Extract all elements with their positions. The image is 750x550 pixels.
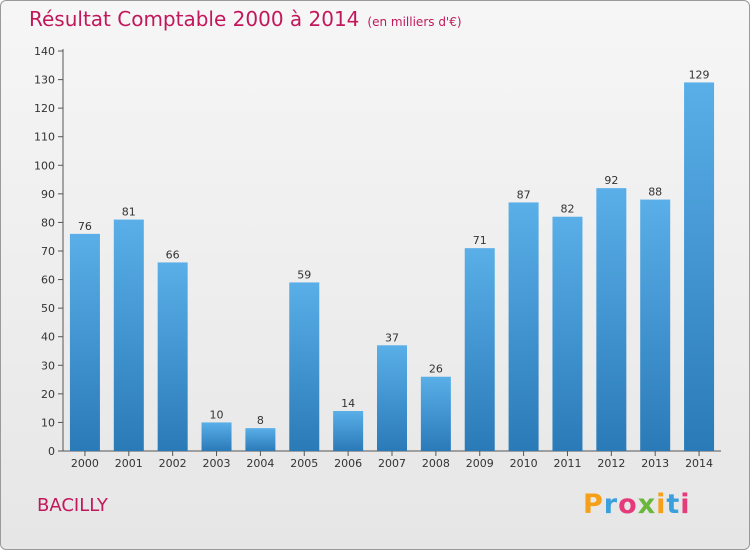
bar-2008 — [420, 376, 451, 451]
bar-2003 — [201, 422, 232, 451]
value-label-2012: 92 — [604, 174, 618, 187]
x-tick-label-2004: 2004 — [246, 457, 274, 470]
y-axis: 0 10 20 30 40 50 60 70 80 90 100 110 120 130 140 — [34, 45, 721, 458]
bar-2000 — [69, 233, 100, 451]
bars — [69, 82, 715, 451]
x-tick-label-2011: 2011 — [553, 457, 581, 470]
y-tick-label: 10 — [41, 416, 55, 429]
bar-2006 — [333, 411, 364, 451]
x-tick-label-2009: 2009 — [466, 457, 494, 470]
y-tick-label: 30 — [41, 359, 55, 372]
y-tick-label: 140 — [34, 45, 55, 58]
bar-2002 — [157, 262, 188, 451]
x-tick-label-2007: 2007 — [378, 457, 406, 470]
x-tick-label-2012: 2012 — [597, 457, 625, 470]
logo-letter: t — [666, 489, 681, 520]
bar-2010 — [508, 202, 539, 451]
x-tick-label-2001: 2001 — [115, 457, 143, 470]
bar-2011 — [552, 216, 583, 451]
x-tick-label-2010: 2010 — [510, 457, 538, 470]
value-label-2011: 82 — [560, 203, 574, 216]
bar-2004 — [245, 428, 276, 451]
x-tick-label-2000: 2000 — [71, 457, 99, 470]
bar-2012 — [596, 188, 627, 451]
commune-name: BACILLY — [37, 495, 108, 516]
x-tick-label-2006: 2006 — [334, 457, 362, 470]
logo-letter: i — [656, 489, 667, 520]
proxiti-logo: Proxiti — [583, 489, 691, 520]
bar-2009 — [464, 248, 495, 451]
logo-letter: o — [618, 489, 638, 520]
y-tick-label: 100 — [34, 159, 55, 172]
chart-title: Résultat Comptable 2000 à 2014 (en millie… — [29, 7, 462, 31]
y-tick-label: 40 — [41, 331, 55, 344]
value-label-2003: 10 — [210, 408, 224, 421]
logo-letter: P — [583, 489, 604, 520]
y-tick-label: 20 — [41, 388, 55, 401]
x-tick-label-2014: 2014 — [685, 457, 713, 470]
bar-2007 — [377, 345, 407, 451]
logo-letter: r — [603, 489, 619, 520]
y-tick-label: 90 — [41, 188, 55, 201]
chart-unit: (en milliers d'€) — [367, 15, 462, 29]
value-label-2014: 129 — [689, 68, 710, 81]
labels: 2000 76 2001 81 2002 66 2003 10 2004 8 2005 59 2006 1… — [71, 68, 713, 470]
value-label-2001: 81 — [122, 206, 136, 219]
value-label-2009: 71 — [473, 234, 487, 247]
value-label-2004: 8 — [257, 414, 264, 427]
bar-2005 — [289, 282, 320, 451]
bar-2013 — [640, 199, 671, 451]
logo-letter: i — [680, 489, 691, 520]
value-label-2013: 88 — [648, 186, 662, 199]
y-tick-label: 130 — [34, 74, 55, 87]
value-label-2010: 87 — [517, 188, 531, 201]
x-tick-label-2008: 2008 — [422, 457, 450, 470]
y-tick-label: 50 — [41, 302, 55, 315]
x-tick-label-2013: 2013 — [641, 457, 669, 470]
bar-2014 — [684, 82, 715, 451]
y-tick-label: 70 — [41, 245, 55, 258]
value-label-2007: 37 — [385, 331, 399, 344]
logo-letter: x — [637, 489, 657, 520]
value-label-2000: 76 — [78, 220, 92, 233]
x-tick-label-2002: 2002 — [159, 457, 187, 470]
value-label-2002: 66 — [166, 248, 180, 261]
y-tick-label: 0 — [48, 445, 55, 458]
y-tick-label: 110 — [34, 131, 55, 144]
x-tick-label-2003: 2003 — [203, 457, 231, 470]
y-tick-label: 80 — [41, 216, 55, 229]
value-label-2008: 26 — [429, 363, 443, 376]
bar-2001 — [113, 219, 144, 451]
y-tick-label: 60 — [41, 274, 55, 287]
y-tick-label: 120 — [34, 102, 55, 115]
value-label-2006: 14 — [341, 397, 355, 410]
value-label-2005: 59 — [297, 268, 311, 281]
chart-title-text: Résultat Comptable 2000 à 2014 — [29, 7, 360, 31]
x-tick-label-2005: 2005 — [290, 457, 318, 470]
